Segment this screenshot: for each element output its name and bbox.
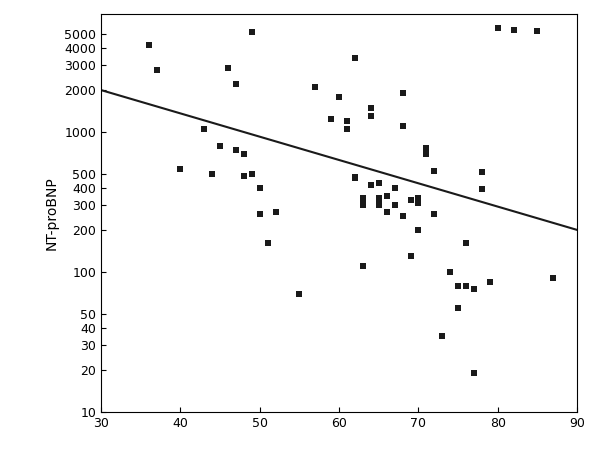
Point [231, 146, 241, 154]
Point [374, 194, 384, 201]
Point [374, 202, 384, 209]
Point [437, 332, 447, 339]
Point [406, 252, 415, 260]
Point [469, 286, 479, 293]
Point [374, 180, 384, 187]
Point [422, 150, 431, 158]
Point [358, 194, 368, 201]
Y-axis label: NT-proBNP: NT-proBNP [45, 176, 59, 250]
Point [342, 117, 352, 125]
Point [382, 192, 392, 200]
Point [374, 180, 384, 187]
Point [382, 208, 392, 215]
Point [350, 54, 360, 62]
Point [255, 210, 265, 218]
Point [231, 80, 241, 88]
Point [176, 165, 185, 172]
Point [414, 199, 423, 207]
Point [208, 170, 217, 178]
Point [422, 144, 431, 152]
Point [414, 194, 423, 201]
Point [469, 286, 479, 293]
Point [533, 27, 542, 35]
Point [358, 202, 368, 209]
Point [477, 186, 487, 193]
Point [469, 369, 479, 377]
Point [358, 199, 368, 207]
Point [358, 263, 368, 270]
Point [223, 64, 233, 71]
Point [398, 89, 408, 97]
Point [398, 212, 408, 220]
Point [493, 24, 503, 31]
Point [239, 150, 249, 158]
Point [414, 226, 423, 234]
Point [453, 305, 463, 312]
Point [485, 278, 494, 285]
Point [247, 170, 256, 178]
Point [144, 41, 154, 49]
Point [152, 66, 161, 73]
Point [461, 282, 471, 289]
Point [477, 168, 487, 176]
Point [350, 174, 360, 182]
Point [446, 268, 455, 276]
Point [295, 290, 304, 298]
Point [390, 184, 399, 191]
Point [509, 26, 518, 34]
Point [247, 29, 256, 36]
Point [430, 167, 439, 175]
Point [366, 112, 375, 120]
Point [430, 210, 439, 218]
Point [374, 197, 384, 205]
Point [342, 125, 352, 133]
Point [271, 208, 280, 215]
Point [263, 240, 273, 247]
Point [350, 173, 360, 181]
Point [239, 172, 249, 179]
Point [327, 115, 336, 123]
Point [334, 93, 344, 100]
Point [549, 275, 558, 282]
Point [199, 125, 209, 133]
Point [461, 240, 471, 247]
Point [255, 184, 265, 191]
Point [366, 181, 375, 189]
Point [398, 123, 408, 130]
Point [390, 202, 399, 209]
Point [311, 83, 320, 91]
Point [366, 104, 375, 111]
Point [406, 196, 415, 203]
Point [453, 282, 463, 289]
Point [215, 142, 225, 149]
